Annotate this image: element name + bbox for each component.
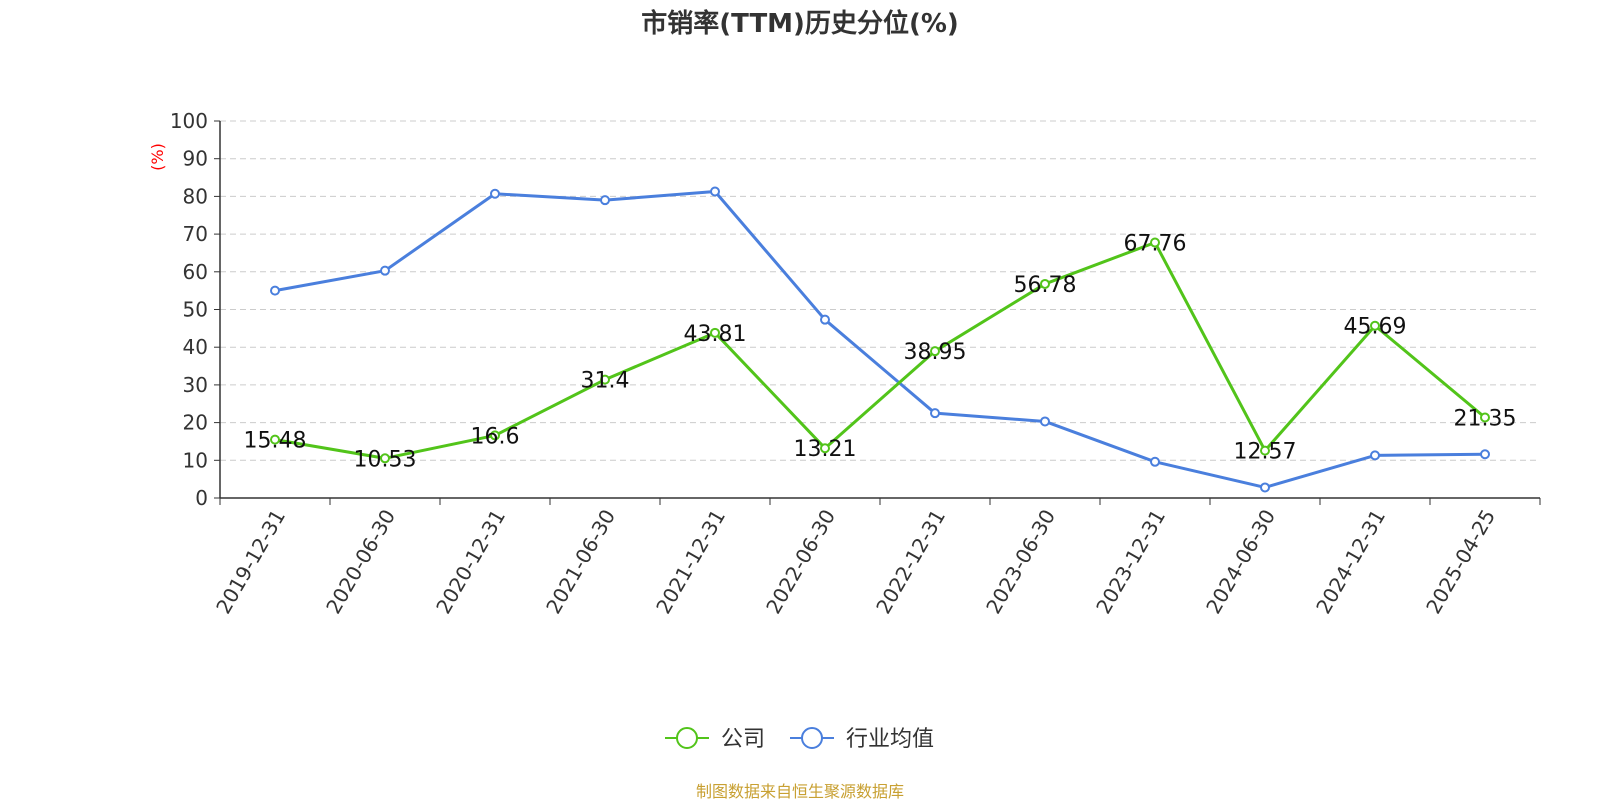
data-point [270,434,280,445]
y-tick-label: 30 [183,373,208,397]
data-point [1260,482,1270,493]
data-label: 10.53 [354,447,417,472]
data-point [380,453,390,464]
data-label: 38.95 [904,340,967,365]
data-point [490,188,500,199]
x-tick-label: 2021-06-30 [541,505,620,618]
y-tick-label: 80 [183,184,208,208]
x-tick-label: 2025-04-25 [1421,505,1500,618]
data-point [1370,320,1380,331]
x-tick-label: 2020-12-31 [431,505,510,618]
y-tick-label: 70 [183,222,208,246]
y-axis-unit-label: (%) [148,143,167,171]
data-point [490,430,500,441]
legend-label: 行业均值 [846,727,934,752]
data-label: 45.69 [1344,315,1407,340]
legend[interactable]: 公司 行业均值 [665,727,934,752]
x-tick-label: 2022-06-30 [761,505,840,618]
data-label: 67.76 [1124,232,1187,257]
data-label: 56.78 [1014,273,1077,298]
data-point [600,374,610,385]
series-line [274,189,1486,489]
chart-title: 市销率(TTM)历史分位(%) [641,8,959,39]
series-line [274,241,1486,460]
data-label: 21.35 [1454,407,1517,432]
data-label: 16.6 [471,424,520,449]
x-tick-label: 2021-12-31 [651,505,730,618]
x-tick-label: 2019-12-31 [211,505,290,618]
source-note: 制图数据来自恒生聚源数据库 [696,782,904,800]
y-tick-label: 40 [183,335,208,359]
x-tick-label: 2020-06-30 [321,505,400,618]
data-label: 31.4 [581,369,630,394]
x-tick-label: 2023-12-31 [1091,505,1170,618]
data-label: 43.81 [684,322,747,347]
x-tick-label: 2022-12-31 [871,505,950,618]
data-point [930,408,940,419]
data-point [1480,449,1490,460]
series-0 [270,237,1490,464]
x-tick-label: 2024-12-31 [1311,505,1390,618]
gridlines [220,120,1540,461]
y-tick-label: 100 [170,109,208,133]
series-layer [270,186,1490,493]
x-tick-label: 2023-06-30 [981,505,1060,618]
legend-label: 公司 [721,727,765,752]
y-tick-label: 0 [195,486,208,510]
legend-marker-icon [676,727,698,749]
data-point [710,186,720,197]
data-label: 15.48 [244,429,307,454]
data-point [1040,416,1050,427]
data-point [1040,278,1050,289]
y-tick-label: 50 [183,298,208,322]
y-tick-label: 60 [183,260,208,284]
data-labels: 15.48 10.53 16.6 31.4 43.81 13.21 38.95 56.78 67… [244,232,1517,473]
series-1 [270,186,1490,493]
data-point [1370,450,1380,461]
data-label: 12.57 [1234,440,1297,465]
y-tick-label: 20 [183,411,208,435]
data-point [930,346,940,357]
data-point [1480,412,1490,423]
y-tick-label: 10 [183,448,208,472]
x-tick-label: 2024-06-30 [1201,505,1280,618]
legend-marker-icon [801,727,823,749]
data-label: 13.21 [794,437,857,462]
data-point [1260,445,1270,456]
data-point [600,195,610,206]
data-point [710,327,720,338]
y-tick-label: 90 [183,147,208,171]
data-point [820,443,830,454]
data-point [380,265,390,276]
legend-item-1[interactable]: 行业均值 [790,727,934,752]
axes: 0 10 20 30 40 50 60 70 80 90 100 2019-12-31 2020-06-… [170,109,1541,618]
data-point [270,285,280,296]
data-point [1150,456,1160,467]
data-point [1150,237,1160,248]
legend-item-0[interactable]: 公司 [665,727,765,752]
data-point [820,314,830,325]
